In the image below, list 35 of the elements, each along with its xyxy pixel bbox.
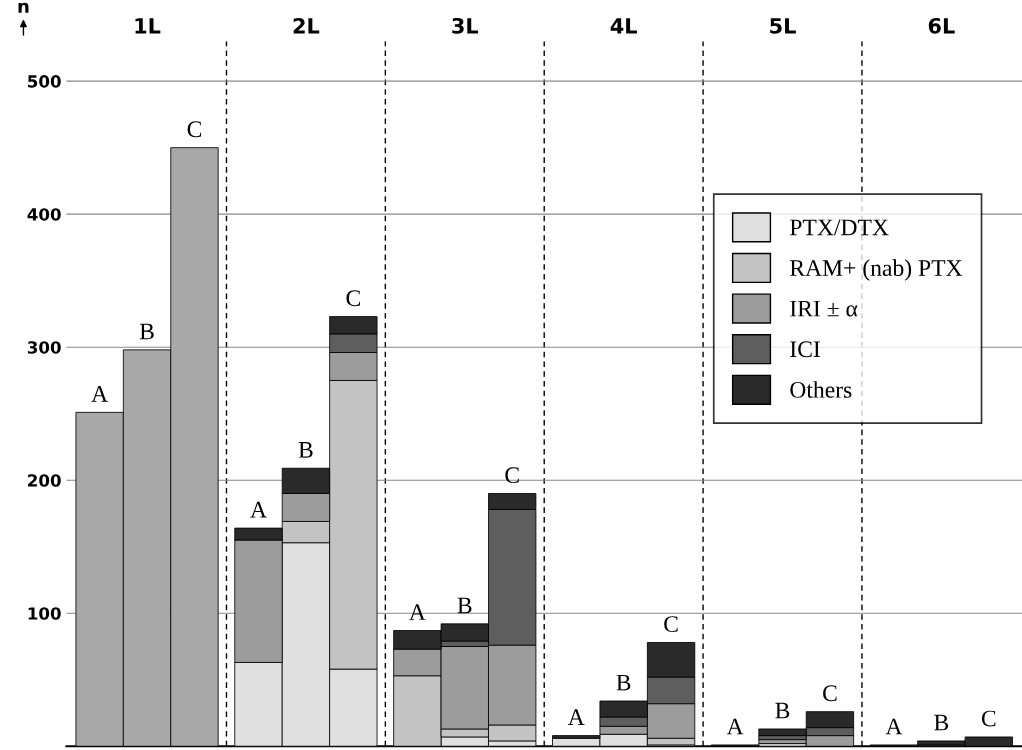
x-tick-label: C: [981, 710, 996, 727]
x-tick-label: A: [409, 604, 426, 620]
text: 5L: [770, 18, 796, 34]
x-tick-label: C: [664, 616, 678, 633]
legend-label: RAM+ (nab) PTX: [789, 259, 963, 281]
x-tick-label: B: [616, 674, 631, 691]
y-tick-label: 200: [28, 474, 61, 487]
legend-label: IRI ± α: [790, 300, 858, 317]
text: 2L: [293, 17, 320, 34]
x-tick-label: A: [250, 501, 267, 518]
x-tick-label: B: [775, 702, 790, 719]
x-tick-label: A: [567, 709, 585, 725]
x-tick-label: A: [91, 386, 108, 402]
x-tick-label: B: [934, 714, 949, 731]
x-tick-label: C: [505, 467, 519, 484]
x-tick-label: C: [346, 290, 360, 307]
x-tick-label: B: [298, 442, 313, 458]
y-tick-label: 400: [27, 208, 61, 221]
text: 4L: [610, 18, 637, 34]
x-tick-label: B: [457, 597, 472, 614]
legend-label: ICI: [790, 341, 820, 358]
y-axis-title: n: [18, 2, 29, 13]
x-tick-label: A: [885, 718, 903, 735]
y-tick-label: 300: [27, 341, 61, 354]
text: 3L: [452, 17, 479, 34]
x-tick-label: C: [187, 121, 202, 138]
x-tick-label: A: [726, 718, 744, 735]
y-tick-label: 100: [28, 607, 61, 620]
text: 6L: [928, 17, 955, 34]
x-tick-label: C: [823, 685, 837, 702]
x-tick-label: B: [139, 323, 154, 340]
legend-label: PTX/DTX: [789, 219, 889, 236]
y-tick-label: 500: [28, 75, 61, 88]
text: 1L: [135, 18, 161, 34]
legend-label: Others: [790, 381, 852, 398]
